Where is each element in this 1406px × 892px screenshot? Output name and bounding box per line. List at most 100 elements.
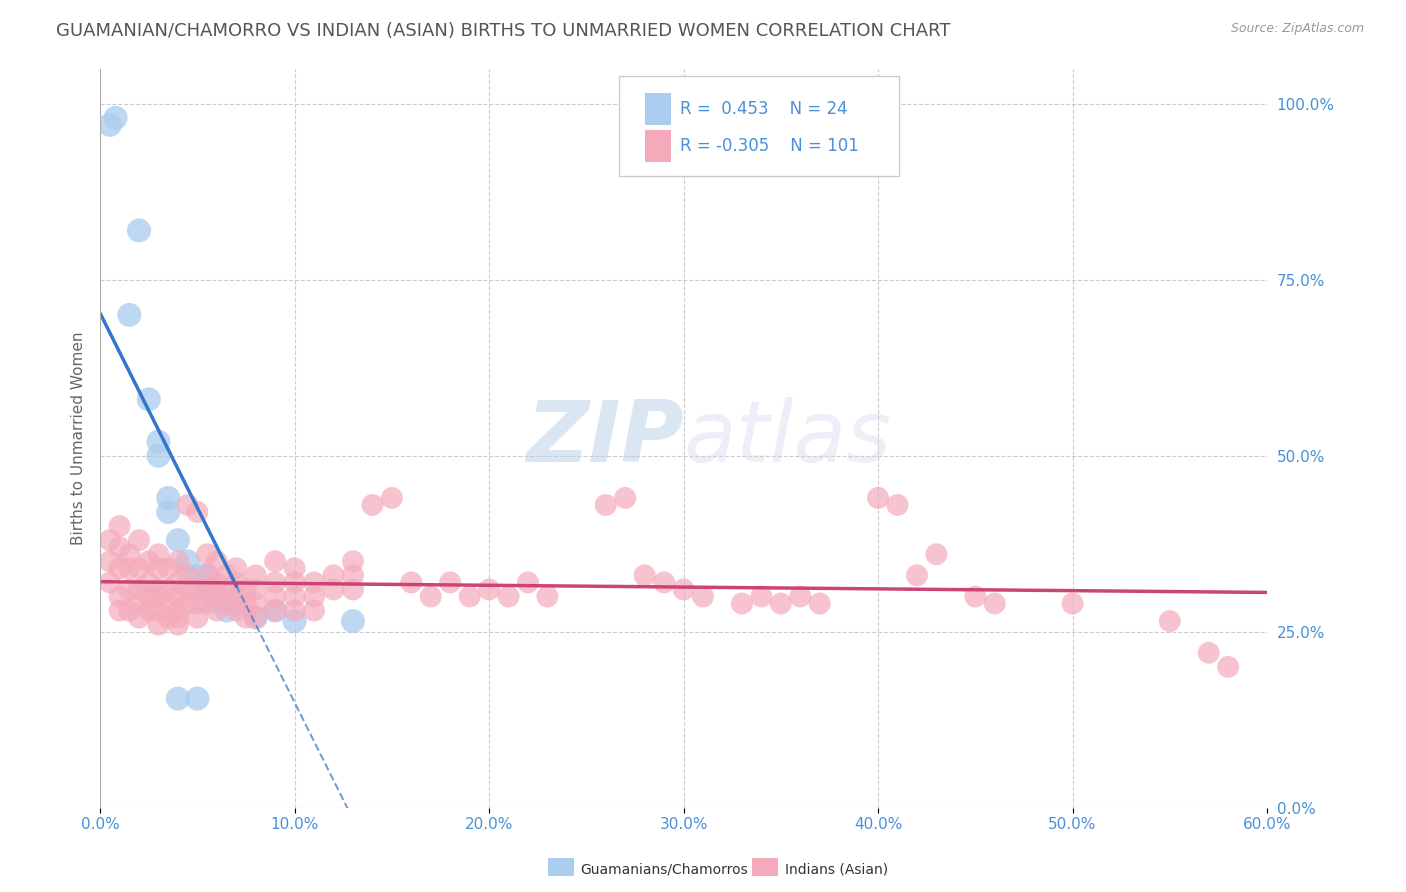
Point [1216, 660, 1239, 674]
Point [215, 603, 238, 617]
Point [205, 590, 228, 604]
Point [517, 575, 540, 590]
Point [167, 610, 190, 624]
Point [138, 392, 160, 407]
Point [98, 554, 121, 568]
Point [104, 111, 127, 125]
Point [167, 533, 190, 548]
Point [381, 491, 404, 505]
Point [128, 597, 150, 611]
Point [118, 308, 141, 322]
Point [789, 590, 811, 604]
Point [235, 597, 257, 611]
Point [128, 533, 150, 548]
Point [108, 590, 131, 604]
Point [264, 575, 287, 590]
Point [148, 590, 170, 604]
Point [302, 603, 325, 617]
Point [322, 582, 344, 597]
Point [167, 617, 190, 632]
Point [128, 582, 150, 597]
Point [652, 575, 675, 590]
Point [157, 582, 180, 597]
Point [731, 597, 754, 611]
Point [186, 610, 208, 624]
Point [148, 434, 170, 449]
Point [225, 597, 247, 611]
Point [868, 491, 890, 505]
Point [205, 590, 228, 604]
Point [215, 582, 238, 597]
FancyBboxPatch shape [620, 76, 900, 176]
Point [284, 614, 307, 628]
Point [245, 582, 267, 597]
Point [108, 561, 131, 575]
Point [342, 554, 364, 568]
Point [672, 582, 695, 597]
Point [138, 590, 160, 604]
Bar [645, 93, 671, 126]
Point [886, 498, 908, 512]
Point [478, 582, 501, 597]
Point [195, 568, 218, 582]
Point [264, 590, 287, 604]
Point [342, 614, 364, 628]
Point [195, 582, 218, 597]
Point [148, 603, 170, 617]
Point [1159, 614, 1181, 628]
Point [157, 597, 180, 611]
Point [1198, 646, 1220, 660]
Text: Guamanians/Chamorros: Guamanians/Chamorros [581, 863, 748, 877]
Point [595, 498, 617, 512]
Text: Source: ZipAtlas.com: Source: ZipAtlas.com [1230, 22, 1364, 36]
Point [536, 590, 558, 604]
Point [138, 554, 160, 568]
Text: R =  0.453    N = 24: R = 0.453 N = 24 [681, 100, 848, 118]
Point [245, 597, 267, 611]
Point [751, 590, 773, 604]
Point [361, 498, 384, 512]
Point [284, 561, 307, 575]
Point [458, 590, 481, 604]
Point [205, 554, 228, 568]
Point [401, 575, 423, 590]
Point [118, 582, 141, 597]
Point [322, 568, 344, 582]
Point [965, 590, 987, 604]
Point [148, 582, 170, 597]
Point [167, 691, 190, 706]
Point [984, 597, 1007, 611]
Point [128, 561, 150, 575]
Point [157, 491, 180, 505]
Point [98, 533, 121, 548]
Point [225, 603, 247, 617]
Point [195, 547, 218, 561]
Point [342, 568, 364, 582]
Point [195, 597, 218, 611]
Point [118, 561, 141, 575]
Point [245, 610, 267, 624]
Point [235, 610, 257, 624]
Point [108, 519, 131, 533]
Text: ZIP: ZIP [526, 397, 683, 480]
Point [176, 498, 198, 512]
Point [118, 547, 141, 561]
Point [205, 603, 228, 617]
Point [148, 449, 170, 463]
Point [225, 590, 247, 604]
Point [284, 590, 307, 604]
Point [284, 575, 307, 590]
Point [186, 597, 208, 611]
Point [264, 554, 287, 568]
Point [157, 505, 180, 519]
Point [905, 568, 928, 582]
Point [118, 603, 141, 617]
Y-axis label: Births to Unmarried Women: Births to Unmarried Women [72, 331, 86, 545]
Point [98, 575, 121, 590]
Point [419, 590, 441, 604]
Point [195, 582, 218, 597]
Point [284, 603, 307, 617]
Point [439, 575, 461, 590]
Point [245, 610, 267, 624]
Point [186, 582, 208, 597]
